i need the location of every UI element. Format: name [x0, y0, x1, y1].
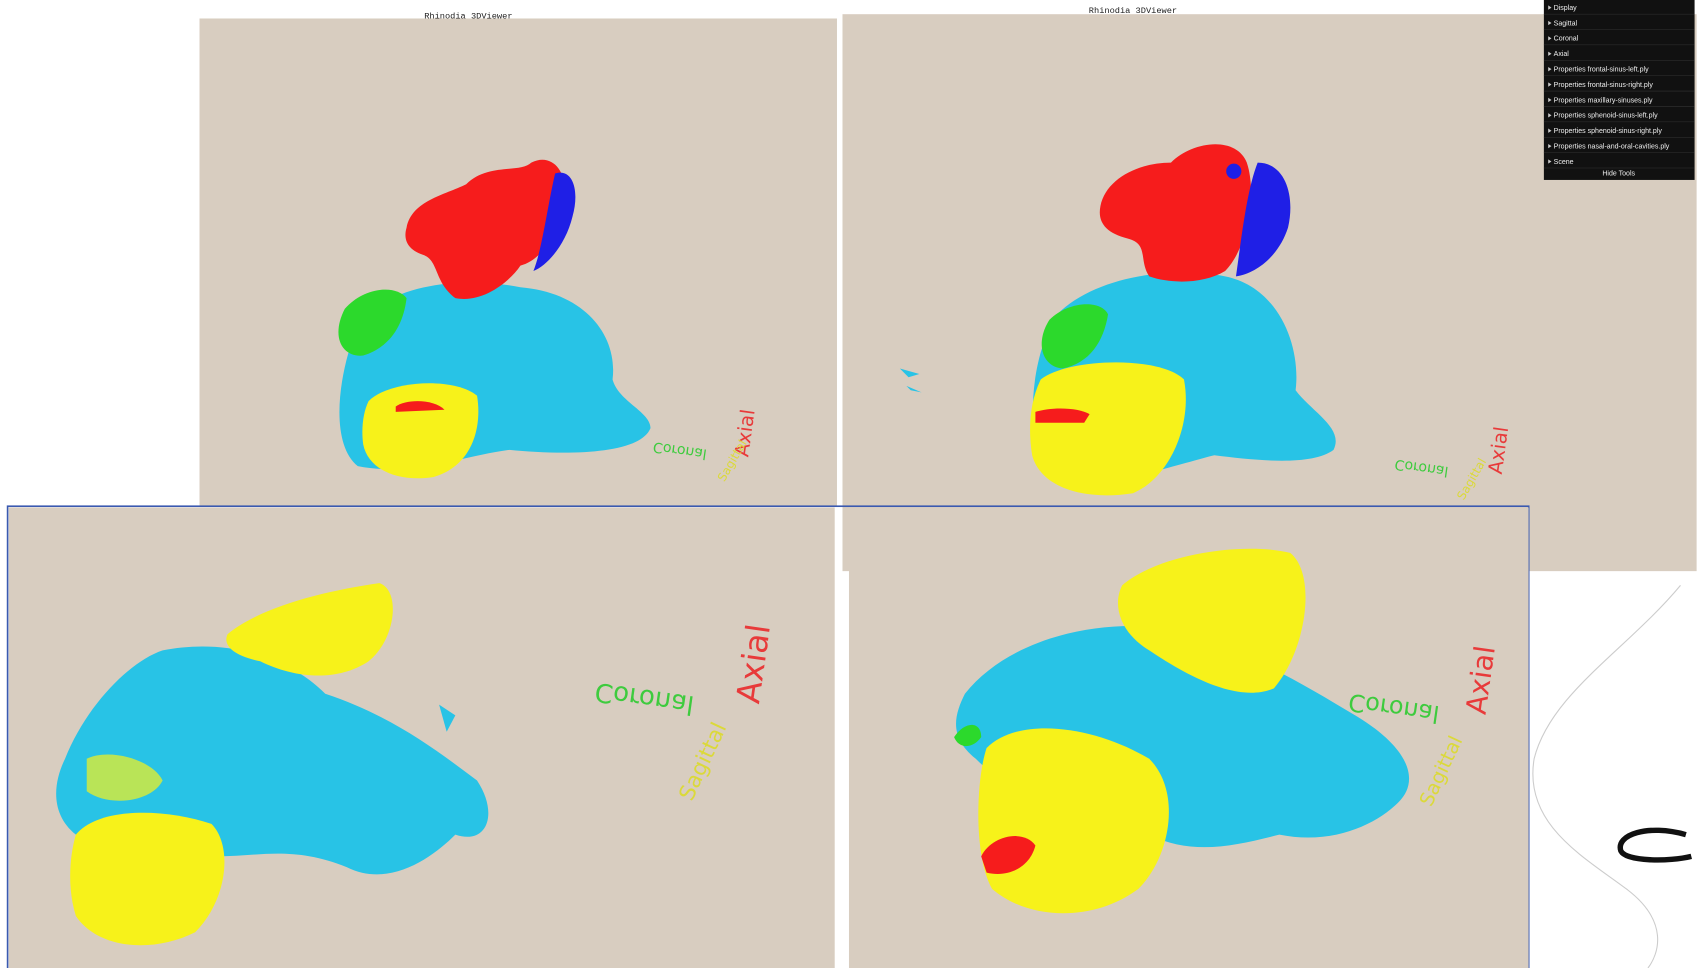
menu-item[interactable]: Properties maxillary-sinuses.ply: [1554, 97, 1653, 104]
viewer: Axial Coronal Sagittal: [9, 507, 835, 968]
decoration: [1533, 585, 1681, 968]
detail: [1226, 164, 1241, 179]
viewer: Axial Coronal Sagittal: [849, 507, 1529, 968]
menu-item[interactable]: Properties sphenoid-sinus-right.ply: [1554, 128, 1663, 135]
menu-item[interactable]: Sagittal: [1554, 20, 1578, 27]
menu-item[interactable]: Scene: [1554, 159, 1574, 166]
menu-item[interactable]: Properties frontal-sinus-left.ply: [1554, 67, 1649, 74]
menu-item[interactable]: Axial: [1554, 51, 1570, 58]
hide-tools-button[interactable]: Hide Tools: [1602, 171, 1635, 178]
menu-item[interactable]: Display: [1554, 5, 1578, 12]
screen: Rhinodia 3DViewer Axial Coronal Sagittal…: [0, 0, 1700, 968]
menu-item[interactable]: Coronal: [1554, 36, 1579, 43]
menu-item[interactable]: Properties nasal-and-oral-cavities.ply: [1554, 144, 1670, 151]
logo-curl: [1620, 830, 1691, 860]
page: Rhinodia 3DViewer Axial Coronal Sagittal…: [0, 0, 1700, 968]
tools-menu: Display Sagittal Coronal Axial Properties fr…: [1544, 0, 1695, 180]
menu-item[interactable]: Properties frontal-sinus-right.ply: [1554, 82, 1654, 89]
viewer: Axial Coronal Sagittal: [199, 18, 837, 506]
maxillary: [70, 813, 224, 946]
menu-item[interactable]: Properties sphenoid-sinus-left.ply: [1554, 113, 1658, 120]
maxillary: [978, 728, 1169, 913]
